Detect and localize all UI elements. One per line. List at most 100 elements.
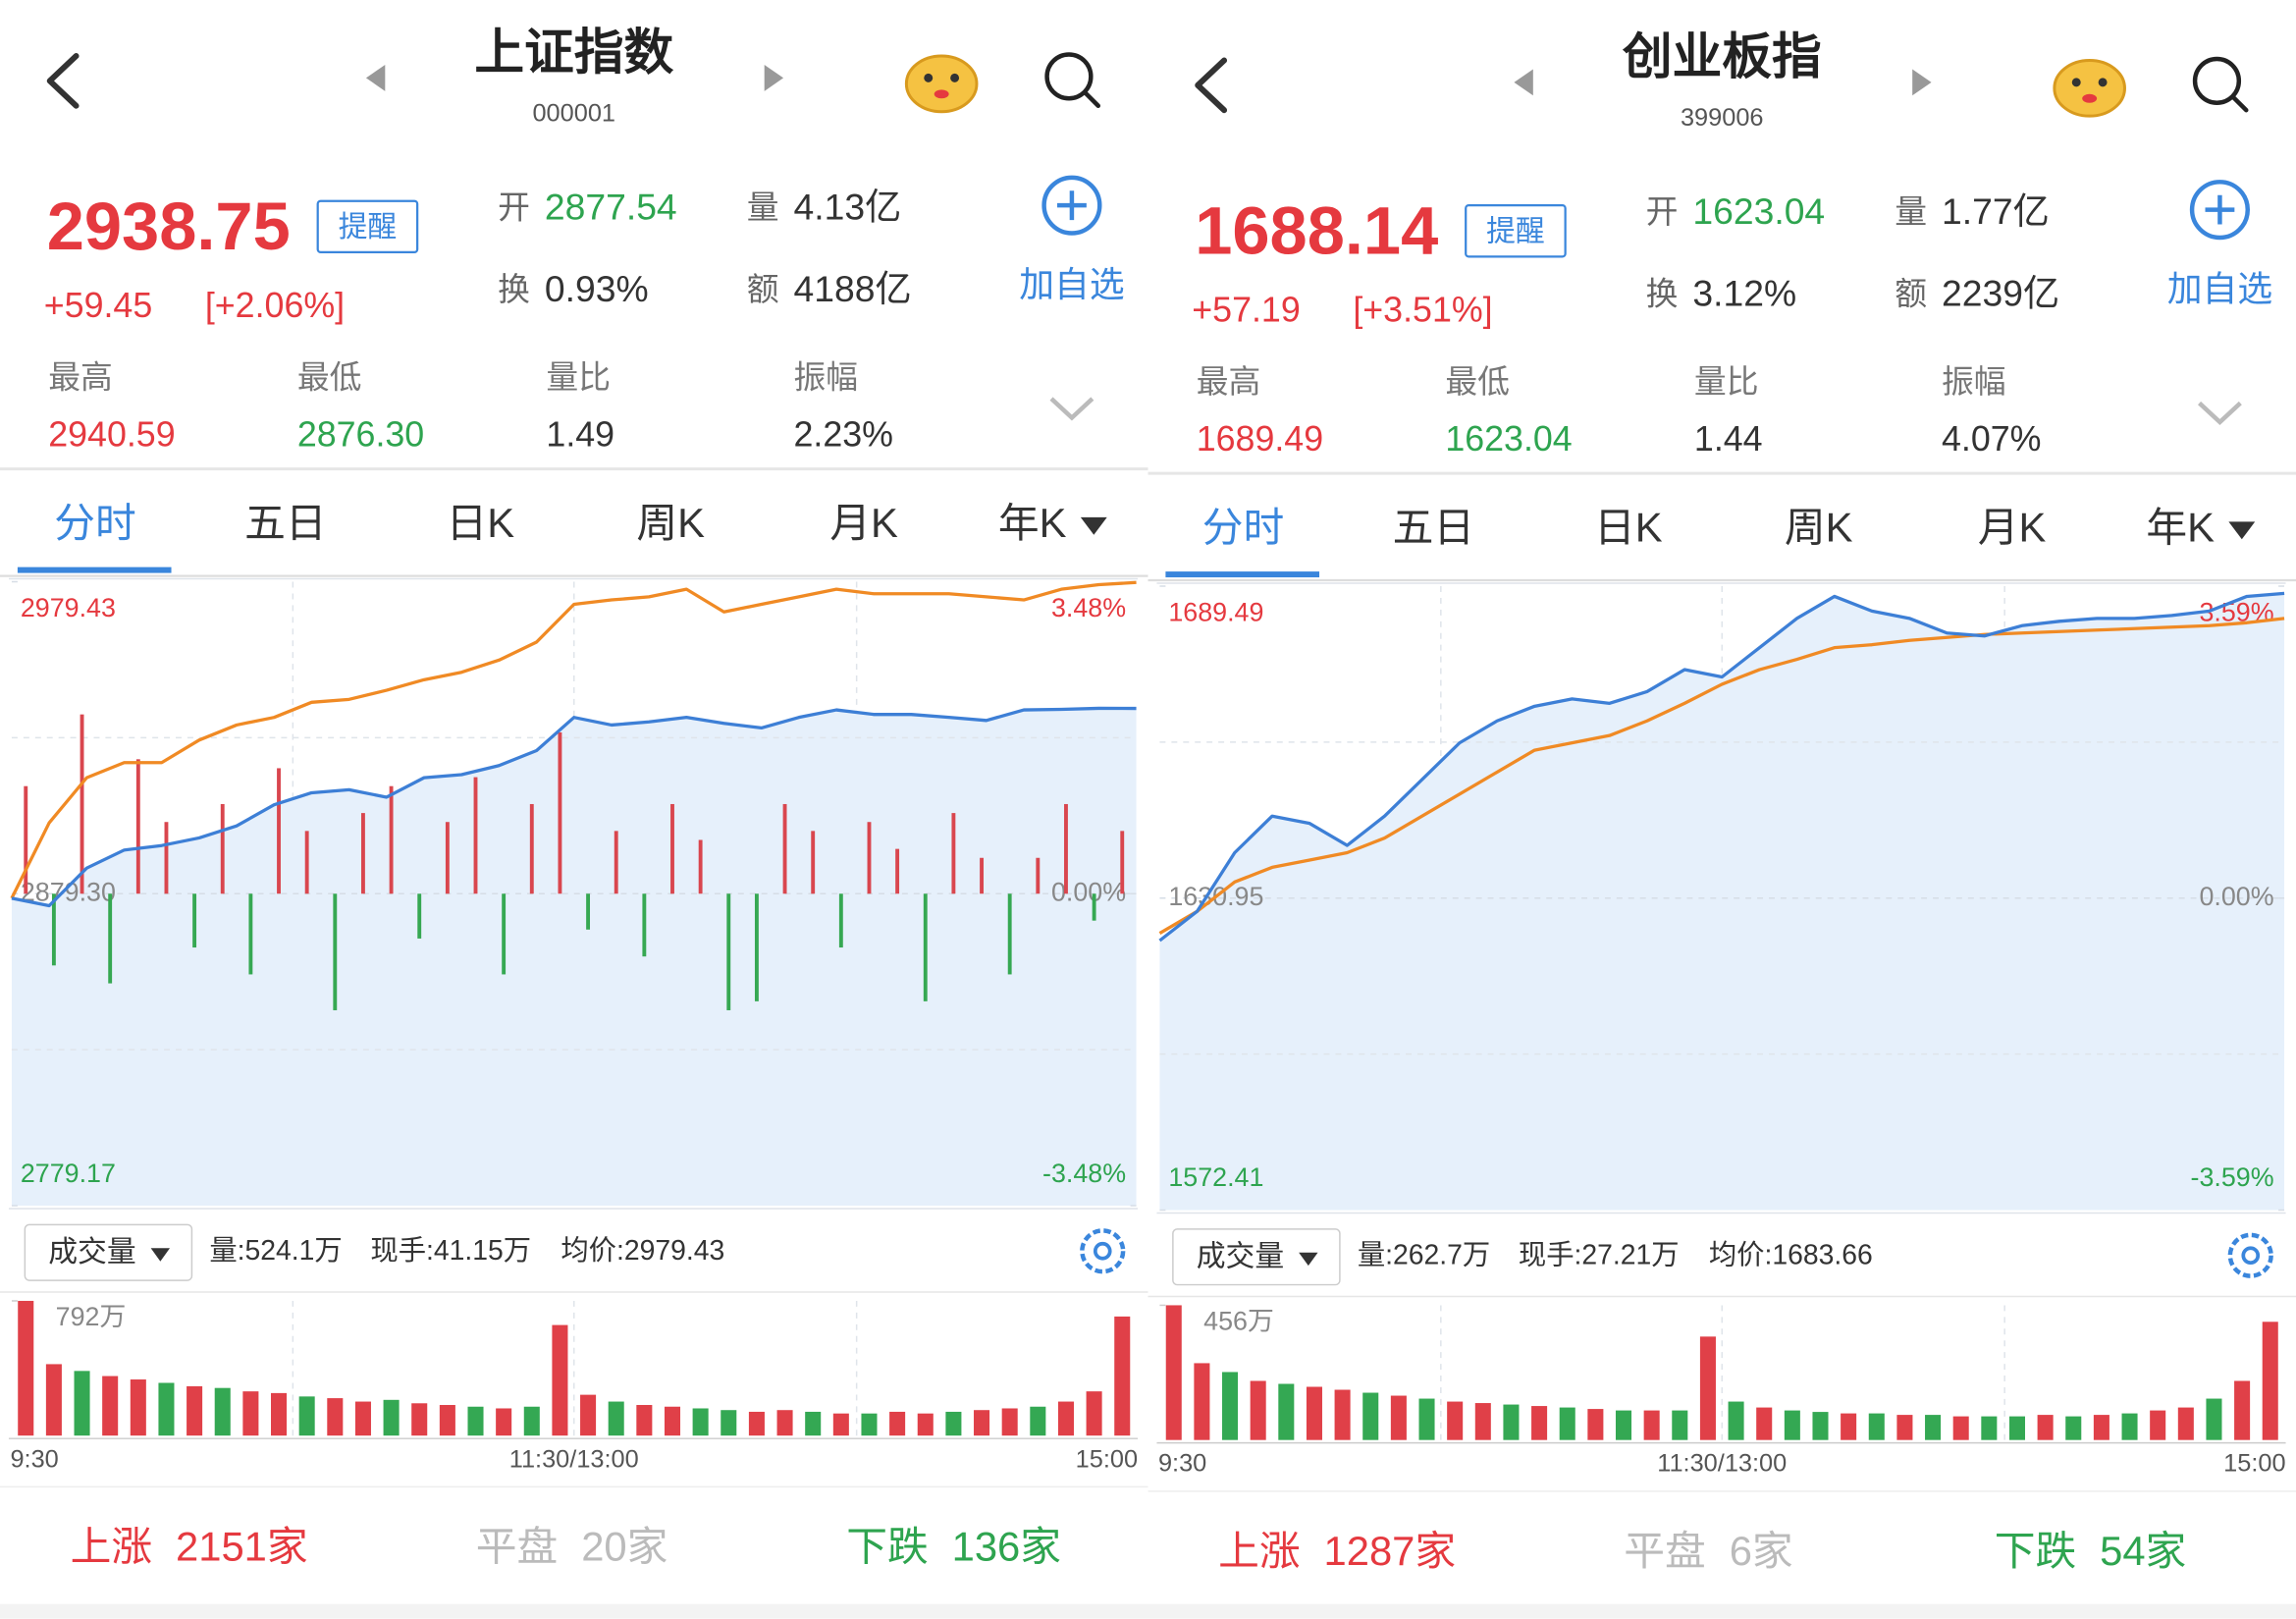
mascot-icon[interactable] [904,54,979,114]
flow-bar [248,893,253,975]
chart-tab[interactable]: 分时 [54,500,136,546]
y-tick-label: 2979.43 [21,593,116,622]
x-tick-label: 15:00 [2223,1450,2285,1478]
expand-chevron[interactable] [2198,401,2242,425]
next-index[interactable] [1912,69,1932,96]
chart-tab[interactable]: 五日 [244,500,327,546]
breadth-label: 上涨 [71,1524,152,1570]
chart-tab[interactable]: 月K [829,500,898,546]
chart-tab[interactable]: 日K [446,500,514,546]
volume-info: 现手:27.21万 [1519,1240,1680,1271]
volume-bar [1418,1398,1435,1440]
stat-value: 2876.30 [297,414,424,454]
next-index[interactable] [764,64,784,91]
back-button[interactable] [46,53,80,109]
volume-bar [664,1406,681,1436]
alert-button[interactable] [1465,204,1567,258]
volume-bar [805,1411,822,1436]
volume-bar [2008,1416,2025,1440]
chart-tab[interactable]: 年K [2146,504,2215,550]
breadth-label: 上涨 [1218,1528,1301,1574]
stat-value: 1623.04 [1445,419,1572,459]
mascot-eye [924,73,934,82]
y2-tick-label: 0.00% [1051,877,1126,906]
price-change: +59.45 [44,286,153,325]
indicator-selector[interactable] [1172,1228,1341,1286]
indicator-selector[interactable] [24,1223,193,1281]
index-title: 创业板指 [1623,28,1822,84]
price-line [10,580,1137,899]
stat-value: 1.44 [1694,419,1763,459]
chart-tab[interactable]: 日K [1594,504,1663,550]
price-change: +57.19 [1192,291,1301,330]
chart-tab[interactable]: 月K [1978,504,2047,550]
quote-field-label: 额 [1895,275,1927,311]
volume-bar [748,1411,765,1436]
volume-bar [1699,1336,1716,1440]
flow-bar [754,893,759,1001]
volume-bar [1250,1380,1266,1440]
volume-bar [2093,1415,2109,1440]
volume-bar [1784,1410,1800,1440]
flow-bar [642,893,647,957]
flow-bar [51,893,56,966]
alert-label: 提醒 [1486,215,1545,247]
price-change-pct: [+3.51%] [1353,291,1492,330]
alert-button[interactable] [316,199,419,254]
settings-icon[interactable] [2227,1232,2273,1278]
add-watchlist-icon[interactable] [1041,175,1102,236]
volume-info: 量:524.1万 [209,1235,342,1267]
quote-field-label: 额 [747,271,779,307]
flow-bar [108,893,113,984]
chart-tab[interactable]: 年K [998,500,1067,546]
volume-bar [1030,1406,1046,1436]
back-button[interactable] [1195,57,1228,114]
chart-tab[interactable]: 周K [636,500,705,546]
volume-bar [158,1382,175,1436]
flow-bar [867,822,872,894]
volume-bar [523,1406,540,1436]
volume-tick-label: 792万 [56,1302,127,1331]
volume-bar [721,1410,737,1436]
flow-bar [1036,857,1041,894]
add-watchlist-icon[interactable] [2189,180,2251,241]
mascot-eye [2098,78,2108,87]
volume-bar [1896,1415,1913,1440]
flow-bar [980,857,984,894]
volume-bar [1194,1363,1210,1440]
breadth-label: 平盘 [476,1524,559,1570]
mascot-eye [2071,78,2081,87]
volume-bar [636,1405,653,1436]
chart-tab[interactable]: 周K [1785,504,1853,550]
tab-dropdown-arrow[interactable] [2228,521,2256,540]
volume-bar [1756,1407,1773,1440]
y2-tick-label: -3.59% [2191,1162,2274,1192]
volume-bar [1841,1413,1857,1440]
prev-index[interactable] [1514,69,1533,96]
price-line [1158,591,2285,943]
indicator-selector-label: 成交量 [1197,1241,1284,1273]
add-watchlist-label[interactable]: 加自选 [1019,265,1124,304]
settings-icon[interactable] [1080,1228,1126,1274]
search-icon[interactable] [1044,52,1094,101]
tab-dropdown-arrow[interactable] [1080,516,1107,535]
stat-value: 1.49 [546,414,614,454]
quote-field-value: 1.77亿 [1942,190,2050,232]
stat-label: 量比 [546,358,611,395]
chart-tab[interactable]: 分时 [1202,504,1285,550]
volume-tick-label: 456万 [1203,1306,1274,1335]
stat-label: 最高 [1197,363,1261,400]
search-icon[interactable] [2192,56,2242,105]
volume-bar [2177,1407,2194,1440]
prev-index[interactable] [365,64,386,91]
flow-bar [389,785,394,894]
volume-bar [1057,1401,1074,1436]
quote-field-label: 量 [1895,193,1927,230]
volume-bar [945,1411,962,1436]
volume-bar [1086,1391,1102,1436]
add-watchlist-plus [2205,194,2235,225]
expand-chevron[interactable] [1049,397,1095,421]
add-watchlist-label[interactable]: 加自选 [2167,270,2272,309]
chart-tab[interactable]: 五日 [1393,504,1475,550]
mascot-icon[interactable] [2053,58,2126,118]
